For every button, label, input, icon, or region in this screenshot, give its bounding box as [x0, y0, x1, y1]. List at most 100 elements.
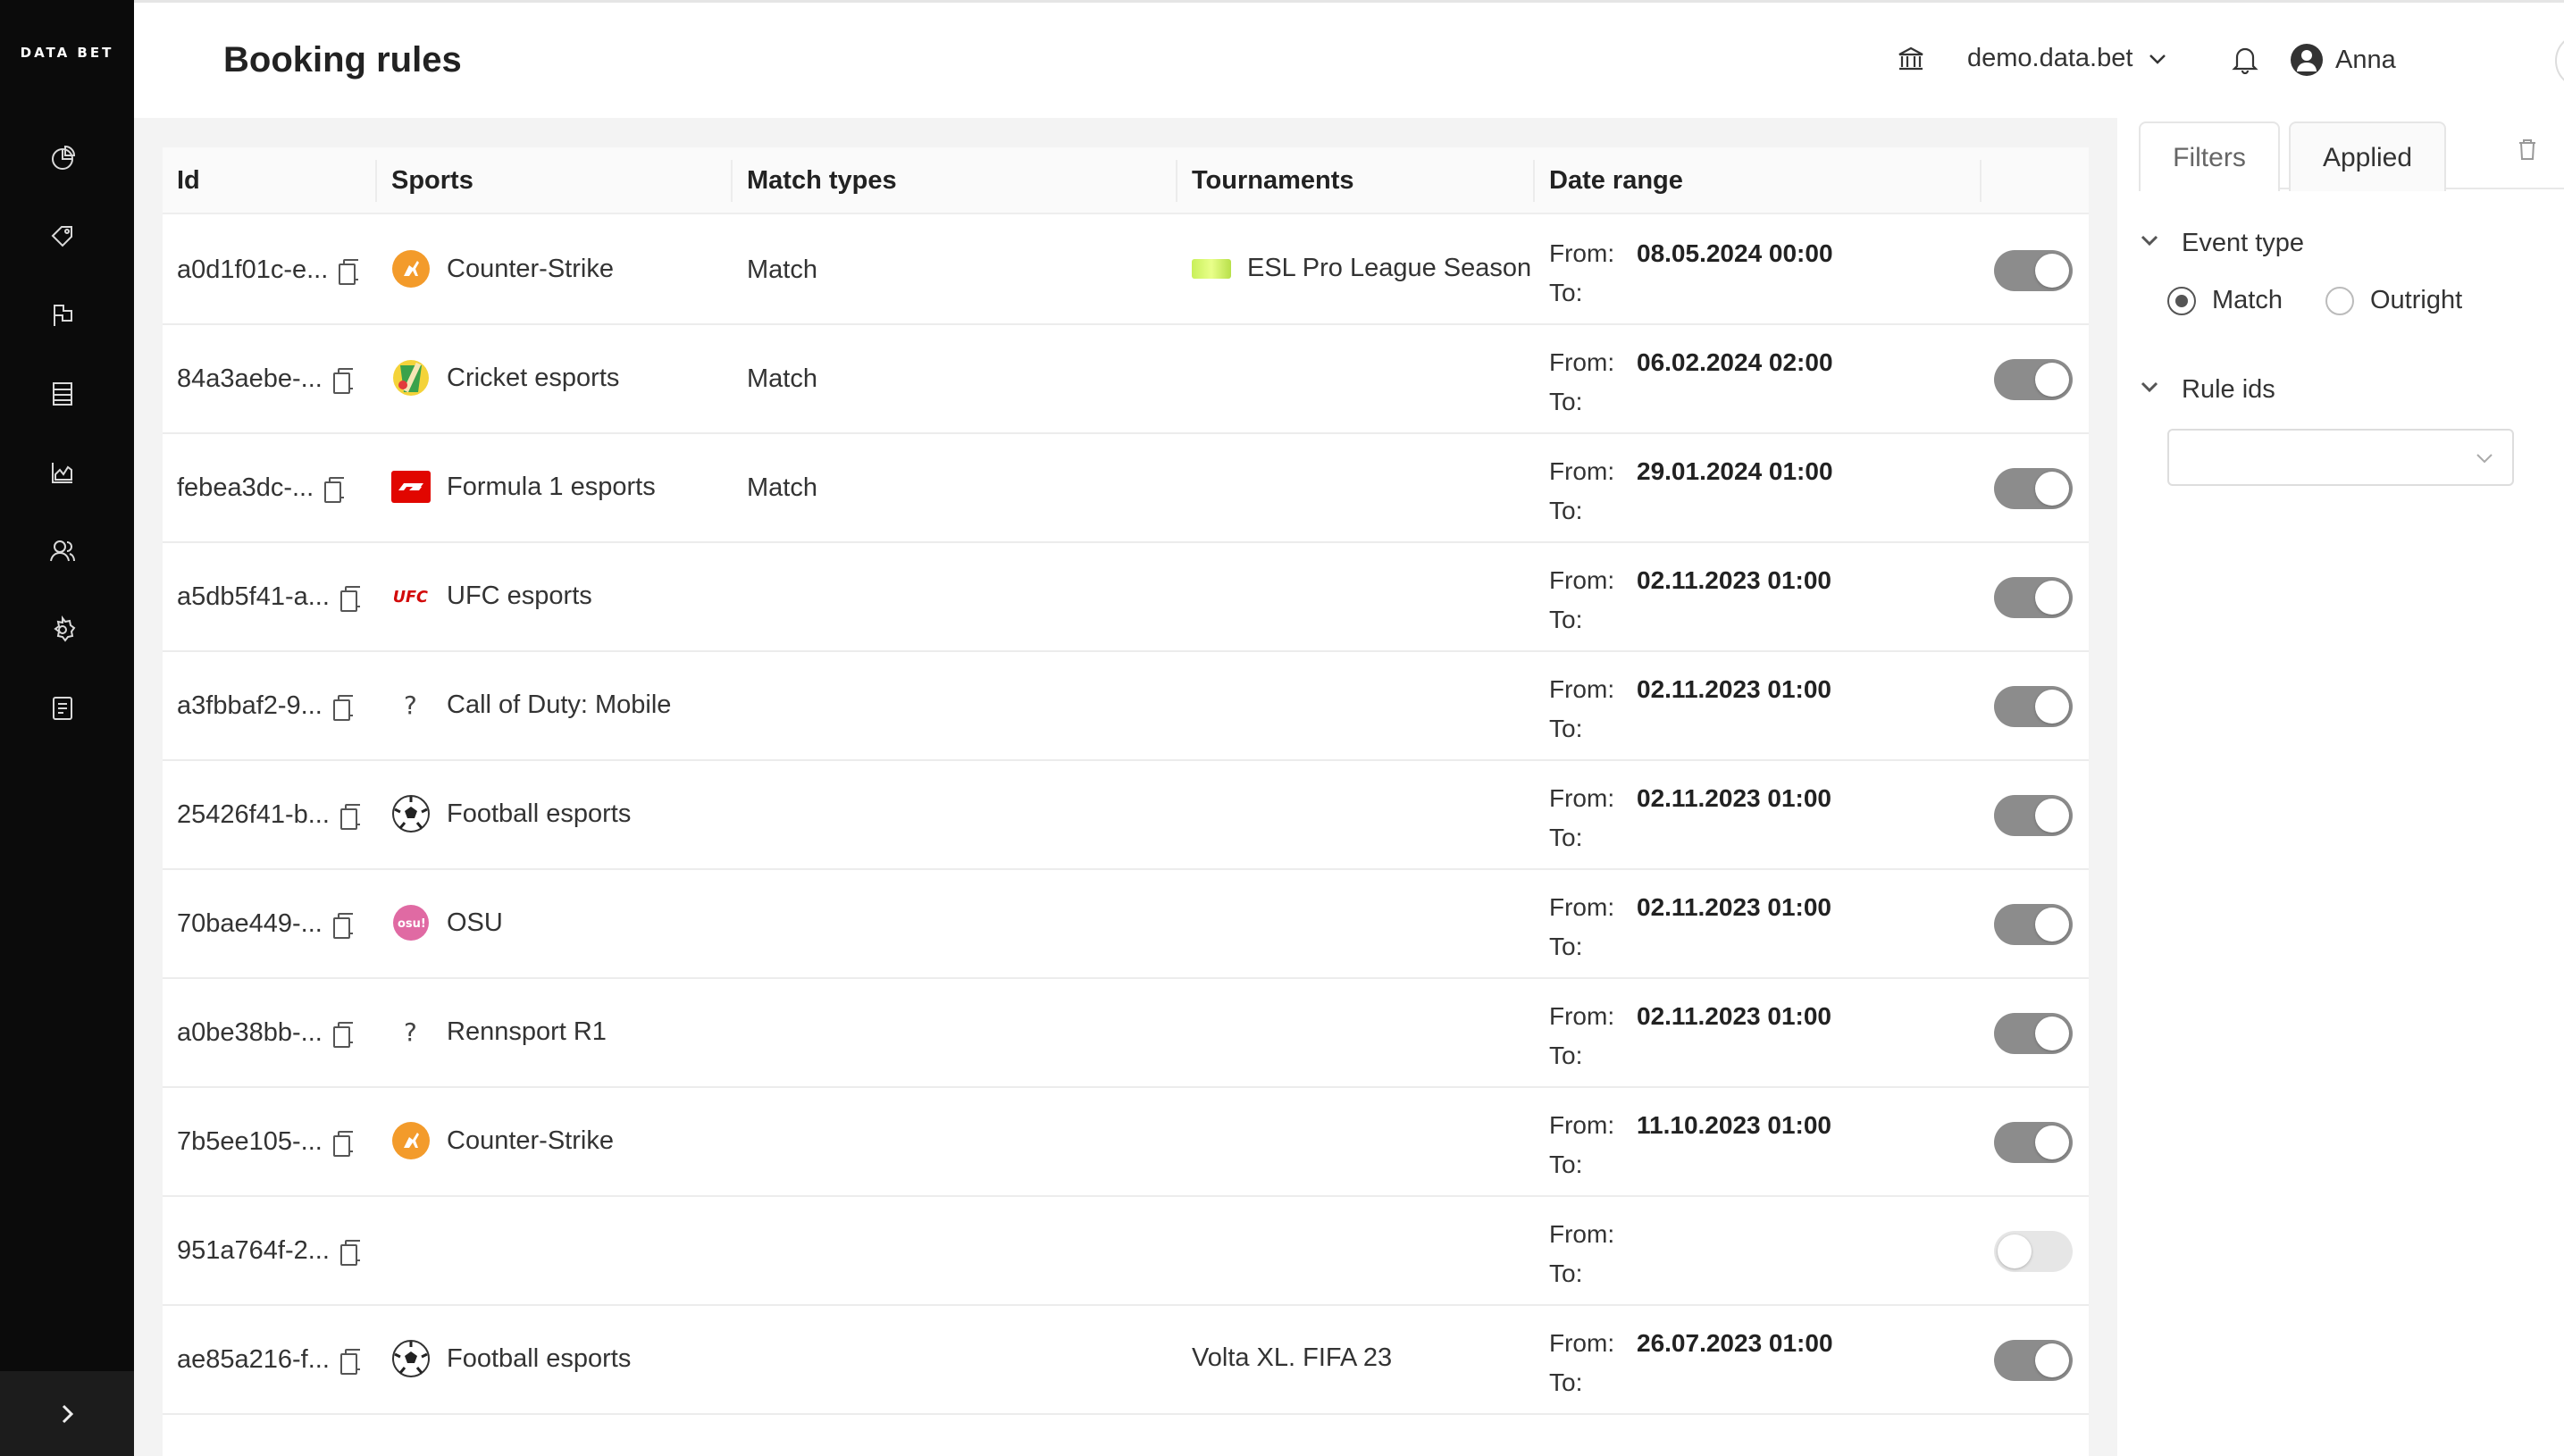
copy-icon[interactable] [339, 258, 359, 285]
copy-icon[interactable] [332, 912, 353, 939]
sidebar-expand-button[interactable] [0, 1371, 134, 1456]
sport-cell: Formula 1 esports [391, 464, 656, 509]
dashboard-pie-icon[interactable] [42, 138, 83, 179]
list-icon[interactable] [42, 373, 83, 414]
to-label: To: [1549, 715, 1583, 742]
user-name: Anna [2335, 45, 2396, 74]
rule-enabled-toggle[interactable] [1994, 686, 2073, 727]
sport-name: Football esports [447, 799, 632, 828]
table-row[interactable]: 951a764f-2... From: To: [163, 1197, 2089, 1306]
domain-selector[interactable]: demo.data.bet [1967, 44, 2168, 73]
rule-id[interactable]: 951a764f-2... [177, 1236, 330, 1265]
chevron-down-icon [2476, 454, 2493, 464]
rule-id[interactable]: a3fbbaf2-9... [177, 691, 323, 720]
date-range-cell: From: To: [1549, 1215, 1637, 1293]
from-date: 02.11.2023 01:00 [1637, 784, 1831, 812]
rule-enabled-toggle[interactable] [1994, 1013, 2073, 1054]
rule-id[interactable]: 70bae449-... [177, 909, 323, 938]
copy-icon[interactable] [332, 1021, 353, 1048]
table-row[interactable]: febea3dc-... Formula 1 esports Match Fro… [163, 434, 2089, 543]
copy-icon[interactable] [339, 803, 360, 830]
rule-id-cell: a5db5f41-a... [177, 582, 360, 612]
copy-icon[interactable] [324, 476, 345, 503]
rule-id[interactable]: a0be38bb-... [177, 1018, 323, 1047]
column-header-match-types[interactable]: Match types [747, 166, 897, 195]
from-label: From: [1549, 566, 1615, 594]
event-type-section-toggle[interactable]: Event type [2139, 229, 2304, 258]
copy-icon[interactable] [339, 1348, 360, 1375]
column-header-date-range[interactable]: Date range [1549, 166, 1683, 195]
column-separator [731, 160, 733, 202]
user-menu[interactable]: Anna [2291, 44, 2396, 76]
to-label: To: [1549, 824, 1583, 851]
rule-enabled-toggle[interactable] [1994, 577, 2073, 618]
logout-button[interactable] [2555, 33, 2564, 88]
tab-filters[interactable]: Filters [2139, 121, 2280, 191]
tag-icon[interactable] [42, 216, 83, 257]
from-label: From: [1549, 239, 1615, 267]
rule-enabled-toggle[interactable] [1994, 1122, 2073, 1163]
notification-bell-icon[interactable] [2230, 44, 2260, 74]
from-date: 02.11.2023 01:00 [1637, 675, 1831, 703]
tab-applied[interactable]: Applied [2289, 121, 2446, 191]
rule-enabled-toggle[interactable] [1994, 250, 2073, 291]
rule-id[interactable]: a0d1f01c-e... [177, 255, 329, 284]
copy-icon[interactable] [332, 1130, 353, 1157]
copy-icon[interactable] [332, 694, 353, 721]
table-row[interactable]: 25426f41-b... Football esports From: 02.1… [163, 761, 2089, 870]
flag-icon[interactable] [42, 295, 83, 336]
rule-id[interactable]: 7b5ee105-... [177, 1127, 323, 1156]
chart-icon[interactable] [42, 452, 83, 493]
column-header-id[interactable]: Id [177, 166, 200, 195]
rule-enabled-toggle[interactable] [1994, 359, 2073, 400]
radio-outright[interactable] [2325, 286, 2354, 315]
radio-match-label[interactable]: Match [2212, 286, 2283, 314]
cricket-icon [391, 358, 431, 397]
osu-icon: osu! [391, 903, 431, 942]
table-row[interactable]: a0be38bb-... ? Rennsport R1 From: 02.11.2… [163, 979, 2089, 1088]
table-row[interactable]: 70bae449-... osu! OSU From: 02.11.2023 01… [163, 870, 2089, 979]
clear-filters-trash-icon[interactable] [2514, 136, 2541, 167]
from-label: From: [1549, 893, 1615, 921]
rule-id[interactable]: febea3dc-... [177, 473, 314, 502]
rule-ids-section-toggle[interactable]: Rule ids [2139, 375, 2275, 405]
rule-enabled-toggle[interactable] [1994, 904, 2073, 945]
column-header-tournaments[interactable]: Tournaments [1192, 166, 1354, 195]
sport-name: Call of Duty: Mobile [447, 690, 672, 719]
from-label: From: [1549, 784, 1615, 812]
date-range-cell: From: 02.11.2023 01:00 To: [1549, 561, 1831, 640]
table-row[interactable]: 7b5ee105-... Counter-Strike From: 11.10.2… [163, 1088, 2089, 1197]
date-range-cell: From: 29.01.2024 01:00 To: [1549, 452, 1833, 531]
date-range-cell: From: 02.11.2023 01:00 To: [1549, 888, 1831, 966]
radio-match[interactable] [2167, 286, 2196, 315]
rule-id[interactable]: ae85a216-f... [177, 1345, 330, 1374]
institution-icon[interactable] [1896, 44, 1926, 74]
table-row[interactable]: a3fbbaf2-9... ? Call of Duty: Mobile Fro… [163, 652, 2089, 761]
rule-id[interactable]: 84a3aebe-... [177, 364, 323, 393]
match-type: Match [747, 473, 817, 502]
rule-enabled-toggle[interactable] [1994, 1231, 2073, 1272]
rule-id[interactable]: a5db5f41-a... [177, 582, 330, 611]
copy-icon[interactable] [339, 585, 360, 612]
user-avatar-icon [2291, 44, 2323, 76]
table-row[interactable]: ae85a216-f... Football esports Volta XL.… [163, 1306, 2089, 1415]
radio-outright-label[interactable]: Outright [2369, 286, 2463, 314]
top-header: Booking rules demo.data.bet Anna [134, 0, 2564, 118]
rule-enabled-toggle[interactable] [1994, 468, 2073, 509]
column-header-sports[interactable]: Sports [391, 166, 473, 195]
table-row[interactable]: a0d1f01c-e... Counter-Strike Match ESL Pr… [163, 216, 2089, 325]
table-row[interactable]: a5db5f41-a... UFC UFC esports From: 02.11… [163, 543, 2089, 652]
settings-gear-icon[interactable] [42, 609, 83, 650]
rule-ids-select[interactable] [2167, 429, 2514, 486]
chevron-down-icon [2139, 375, 2182, 405]
table-row[interactable]: 84a3aebe-... Cricket esports Match From:… [163, 325, 2089, 434]
rule-id-cell: 7b5ee105-... [177, 1127, 353, 1157]
copy-icon[interactable] [332, 367, 353, 394]
rule-id[interactable]: 25426f41-b... [177, 800, 330, 829]
copy-icon[interactable] [339, 1239, 360, 1266]
brand-logo[interactable]: DATA BET [20, 45, 114, 61]
users-icon[interactable] [42, 531, 83, 572]
rule-enabled-toggle[interactable] [1994, 795, 2073, 836]
report-icon[interactable] [42, 688, 83, 729]
rule-enabled-toggle[interactable] [1994, 1340, 2073, 1381]
